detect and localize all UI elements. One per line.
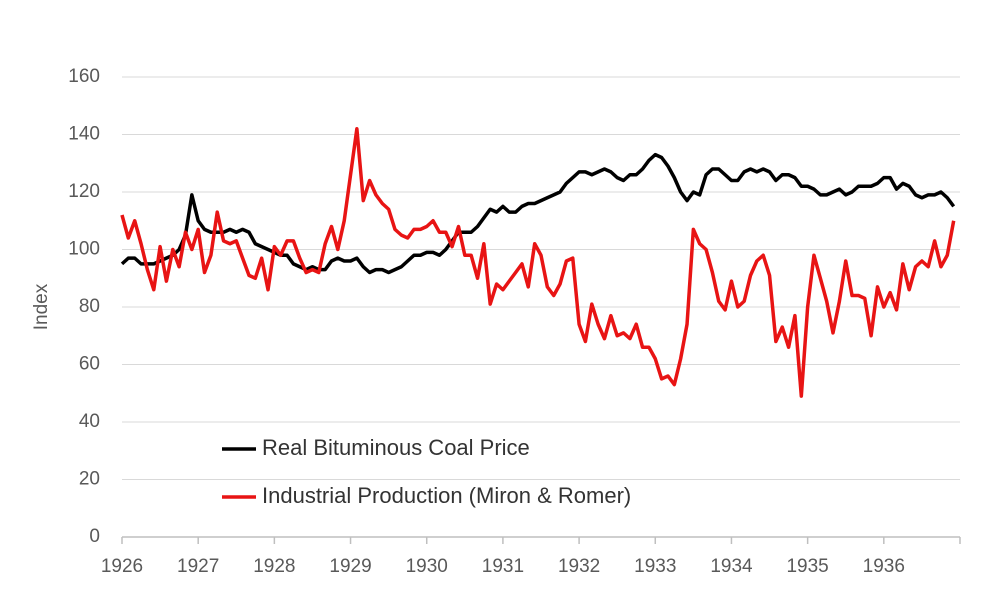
y-tick-label: 120 (68, 181, 100, 202)
x-tick-label: 1926 (101, 556, 143, 577)
legend-label: Real Bituminous Coal Price (262, 435, 530, 460)
data-line (120, 127, 956, 398)
y-tick-label: 100 (68, 239, 100, 260)
x-tick-label: 1930 (406, 556, 448, 577)
y-tick-label: 160 (68, 66, 100, 87)
data-line (120, 152, 956, 275)
legend-label: Industrial Production (Miron & Romer) (262, 483, 631, 508)
x-tick-label: 1934 (710, 556, 753, 577)
x-tick-label: 1928 (253, 556, 295, 577)
y-tick-label: 0 (89, 526, 100, 547)
y-axis-label: Index (31, 283, 52, 330)
x-tick-label: 1935 (786, 556, 828, 577)
x-tick-label: 1931 (482, 556, 524, 577)
y-tick-label: 140 (68, 124, 100, 145)
x-tick-label: 1927 (177, 556, 219, 577)
x-tick-label: 1936 (863, 556, 905, 577)
x-tick-label: 1932 (558, 556, 600, 577)
y-tick-label: 60 (79, 354, 100, 375)
y-tick-label: 40 (79, 411, 100, 432)
x-tick-label: 1929 (329, 556, 371, 577)
y-tick-label: 80 (79, 296, 100, 317)
y-tick-label: 20 (79, 469, 100, 490)
x-tick-label: 1933 (634, 556, 676, 577)
